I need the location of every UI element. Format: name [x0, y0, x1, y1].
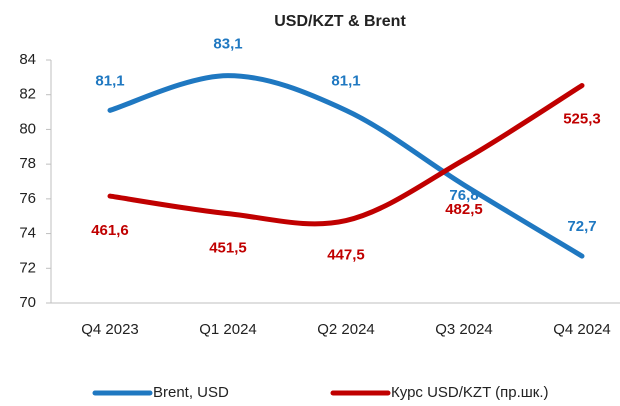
legend-label: Brent, USD [153, 384, 229, 401]
legend-label: Курс USD/KZT (пр.шк.) [391, 384, 549, 401]
y-tick-label: 78 [19, 155, 36, 172]
x-tick-label: Q2 2024 [317, 321, 375, 338]
y-tick-label: 76 [19, 190, 36, 207]
y-tick-label: 70 [19, 294, 36, 311]
data-label: 81,1 [331, 72, 360, 89]
y-tick-label: 72 [19, 259, 36, 276]
y-tick-label: 80 [19, 120, 36, 137]
y-tick-label: 84 [19, 51, 36, 68]
data-label: 482,5 [445, 201, 483, 218]
x-tick-label: Q3 2024 [435, 321, 493, 338]
x-tick-label: Q1 2024 [199, 321, 257, 338]
x-tick-label: Q4 2023 [81, 321, 139, 338]
data-label: 451,5 [209, 240, 247, 257]
data-label: 72,7 [567, 218, 596, 235]
data-label: 83,1 [213, 36, 242, 53]
y-tick-label: 82 [19, 86, 36, 103]
data-label: 461,6 [91, 222, 129, 239]
data-label: 81,1 [95, 72, 124, 89]
x-tick-label: Q4 2024 [553, 321, 611, 338]
chart-title: USD/KZT & Brent [274, 13, 406, 30]
data-label: 525,3 [563, 110, 601, 127]
line-series [107, 73, 585, 259]
data-label: 447,5 [327, 247, 365, 264]
line-series [107, 83, 585, 227]
data-label: 76,8 [449, 187, 478, 204]
y-tick-label: 74 [19, 225, 36, 242]
